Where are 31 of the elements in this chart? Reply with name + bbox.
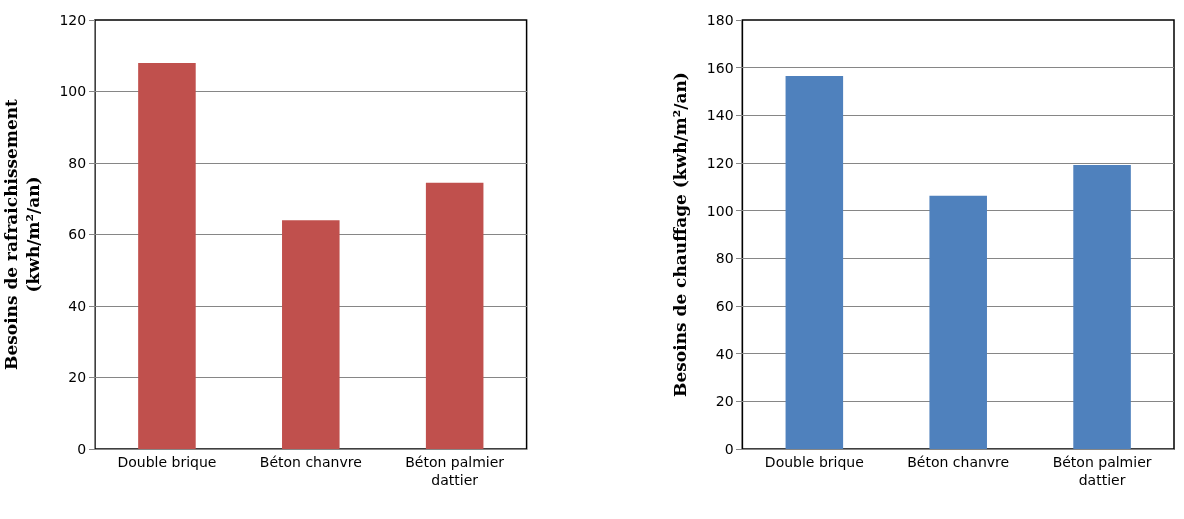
y-tick-label: 80 [715, 250, 734, 267]
y-tick-label: 0 [724, 440, 734, 457]
y-tick-label: 60 [68, 226, 87, 243]
y-tick-label: 80 [68, 154, 87, 171]
x-tick-label: Double brique [117, 453, 217, 470]
x-tick-label: Béton chanvre [259, 453, 362, 470]
bar [1073, 164, 1131, 449]
y-tick-label: 40 [68, 297, 87, 314]
x-tick-label: Double brique [764, 453, 864, 470]
bar [929, 195, 987, 449]
y-tick-label: 160 [706, 59, 734, 76]
bar [138, 62, 196, 449]
bar [785, 76, 844, 449]
y-tick-label: 100 [59, 83, 87, 100]
y-tick-label: 140 [706, 107, 734, 124]
y-tick-label: 20 [715, 393, 734, 410]
bar [425, 182, 484, 449]
y-axis-title: Besoins de rafraichissement (kwh/m²/an) [0, 98, 44, 370]
y-axis-title: Besoins de chauffage (kwh/m²/an) [670, 72, 691, 397]
bar [282, 220, 340, 449]
x-tick-label: Béton palmier dattier [1052, 453, 1152, 488]
y-tick-label: 40 [715, 345, 734, 362]
y-tick-label: 120 [706, 154, 734, 171]
y-tick-label: 180 [706, 11, 734, 28]
y-tick-label: 0 [77, 440, 87, 457]
y-tick-label: 20 [68, 369, 87, 386]
y-tick-label: 60 [715, 297, 734, 314]
x-tick-label: Béton chanvre [907, 453, 1010, 470]
y-tick-label: 120 [59, 11, 87, 28]
x-tick-label: Béton palmier dattier [405, 453, 505, 488]
y-tick-label: 100 [706, 202, 734, 219]
